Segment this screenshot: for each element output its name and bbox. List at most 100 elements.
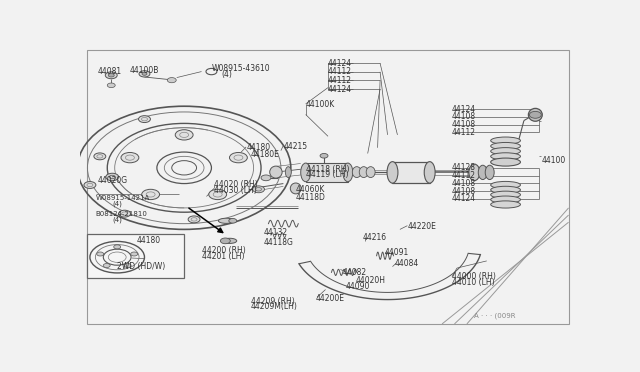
Circle shape [175, 130, 193, 140]
Ellipse shape [491, 182, 520, 189]
Text: 44112: 44112 [452, 128, 476, 137]
Circle shape [106, 173, 118, 181]
Ellipse shape [291, 183, 301, 194]
Text: 44200 (RH): 44200 (RH) [202, 246, 245, 255]
Circle shape [167, 78, 176, 83]
Text: 44124: 44124 [452, 194, 476, 203]
Text: 44020G: 44020G [97, 176, 127, 185]
Ellipse shape [491, 201, 520, 208]
Ellipse shape [529, 108, 542, 121]
Text: 2WD (HD/W): 2WD (HD/W) [117, 262, 166, 271]
Text: 44201 (LH): 44201 (LH) [202, 252, 244, 261]
Text: (4): (4) [221, 70, 232, 79]
Text: 44010 (LH): 44010 (LH) [452, 279, 495, 288]
Text: 44209M(LH): 44209M(LH) [251, 302, 298, 311]
Text: 44118G: 44118G [264, 238, 293, 247]
Circle shape [261, 175, 271, 181]
Text: 44108: 44108 [452, 179, 476, 188]
Bar [392, 162, 429, 183]
Ellipse shape [491, 191, 520, 198]
Text: 44112: 44112 [328, 76, 352, 85]
Circle shape [106, 72, 117, 79]
Ellipse shape [218, 218, 234, 223]
Text: 44220E: 44220E [408, 222, 436, 231]
Text: 44100K: 44100K [306, 100, 335, 109]
Text: 44180E: 44180E [251, 150, 280, 160]
Text: 44108: 44108 [452, 186, 476, 196]
Text: 44216: 44216 [363, 234, 387, 243]
Text: 44020H: 44020H [355, 276, 385, 285]
Text: 44091: 44091 [385, 248, 410, 257]
Text: W08915-43610: W08915-43610 [211, 64, 270, 74]
Circle shape [253, 186, 264, 193]
Text: 44124: 44124 [452, 105, 476, 113]
Text: 44081: 44081 [97, 67, 122, 76]
Text: 44118 (RH): 44118 (RH) [306, 165, 349, 174]
Ellipse shape [491, 196, 520, 203]
Text: 44200E: 44200E [316, 294, 344, 303]
Text: 44112: 44112 [452, 171, 476, 180]
Circle shape [138, 116, 150, 122]
Circle shape [141, 189, 159, 200]
Ellipse shape [491, 137, 520, 144]
Text: 44215: 44215 [284, 142, 307, 151]
Circle shape [108, 83, 115, 87]
Text: 44060K: 44060K [296, 185, 325, 194]
Text: 44112: 44112 [328, 67, 352, 76]
Ellipse shape [491, 148, 520, 155]
Text: 44124: 44124 [328, 84, 352, 93]
Text: 44118D: 44118D [296, 193, 326, 202]
Text: 44020 (RH): 44020 (RH) [214, 180, 258, 189]
Ellipse shape [301, 163, 310, 182]
Text: 44128: 44128 [452, 163, 476, 172]
Ellipse shape [366, 167, 375, 177]
Ellipse shape [285, 167, 291, 177]
Text: 44100B: 44100B [129, 66, 159, 75]
Ellipse shape [269, 166, 282, 178]
Text: 44000 (RH): 44000 (RH) [452, 272, 496, 281]
Text: B08124-21810: B08124-21810 [96, 211, 148, 217]
Text: (4): (4) [112, 216, 122, 222]
Circle shape [131, 252, 138, 256]
Ellipse shape [387, 162, 398, 183]
Text: 44082: 44082 [343, 268, 367, 277]
Text: (4): (4) [112, 201, 122, 207]
Bar [306, 163, 348, 182]
Ellipse shape [478, 165, 487, 180]
Ellipse shape [343, 163, 353, 182]
Ellipse shape [223, 238, 237, 243]
Circle shape [142, 73, 147, 75]
Circle shape [209, 189, 227, 200]
Text: 44108: 44108 [452, 112, 476, 121]
Circle shape [188, 216, 200, 223]
Circle shape [124, 263, 131, 267]
Text: 44132: 44132 [264, 228, 287, 237]
Ellipse shape [424, 162, 435, 183]
Circle shape [114, 245, 121, 249]
Circle shape [84, 182, 96, 189]
Text: W08915-1421A: W08915-1421A [96, 195, 150, 201]
Circle shape [97, 252, 104, 256]
Ellipse shape [352, 167, 361, 177]
Circle shape [220, 238, 230, 244]
Text: 44084: 44084 [395, 259, 419, 268]
Circle shape [108, 74, 114, 77]
Bar [88, 234, 184, 278]
Text: 44090: 44090 [346, 282, 370, 291]
Text: 44030 (LH): 44030 (LH) [214, 186, 257, 195]
Text: 44119 (LH): 44119 (LH) [306, 170, 348, 179]
Text: 44108: 44108 [452, 120, 476, 129]
Circle shape [230, 153, 247, 163]
Circle shape [320, 154, 328, 158]
Ellipse shape [469, 164, 480, 181]
Text: 44100: 44100 [541, 156, 566, 165]
Text: 44124: 44124 [328, 59, 352, 68]
Ellipse shape [491, 186, 520, 193]
Ellipse shape [491, 153, 520, 160]
Ellipse shape [229, 218, 237, 223]
Text: A · · · (009R: A · · · (009R [474, 312, 516, 318]
Text: 44180: 44180 [137, 236, 161, 246]
Circle shape [94, 153, 106, 160]
Circle shape [529, 111, 541, 118]
Circle shape [103, 263, 110, 267]
